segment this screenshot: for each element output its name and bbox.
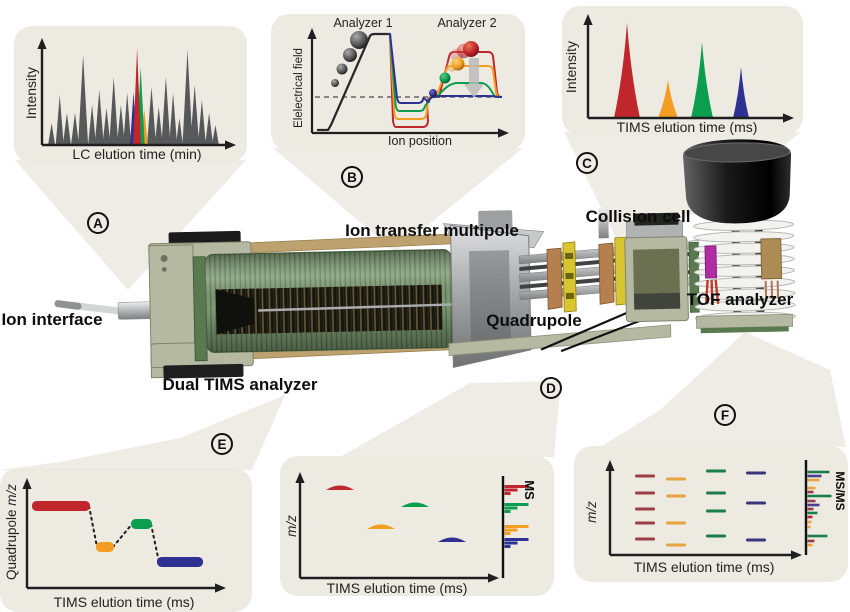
panel-d-chart	[295, 472, 529, 583]
callout-letter-e: E	[211, 433, 233, 455]
interface-bracket	[148, 230, 254, 379]
panel-b-ylabel: Elelectrical field	[293, 48, 305, 128]
label-collision-cell: Collision cell	[585, 207, 691, 226]
tof-base	[688, 210, 796, 334]
panel-b-chart	[307, 28, 509, 138]
wedge-e	[0, 395, 285, 470]
callout-letter-f: F	[714, 404, 736, 426]
label-tof-analyzer: TOF analyzer	[686, 290, 794, 309]
panel-f-msms-map: m/z TIMS elution time (ms) MS/MS	[574, 446, 848, 582]
wedge-f	[600, 332, 846, 447]
panel-e-chart	[22, 478, 226, 593]
callout-letter-c: C	[576, 152, 598, 174]
panel-d-xlabel: TIMS elution time (ms)	[326, 580, 468, 596]
panel-c-chart	[583, 14, 794, 123]
label-ion-interface: Ion interface	[1, 310, 103, 329]
panel-e-quad-program: Quadrupole m/z TIMS elution time (ms)	[0, 468, 252, 612]
panel-f-xlabel: TIMS elution time (ms)	[633, 559, 775, 575]
panel-e-xlabel: TIMS elution time (ms)	[53, 594, 195, 610]
dual-tims-cylinder	[204, 249, 454, 354]
label-dual-tims-analyzer: Dual TIMS analyzer	[162, 375, 318, 394]
wedge-a	[15, 160, 246, 290]
panel-a-chart	[37, 38, 236, 150]
panel-f-ylabel: m/z	[584, 501, 599, 523]
wedge-d	[340, 381, 561, 457]
panel-a-lc-chromatogram: Intensity LC elution time (min)	[14, 26, 247, 163]
label-ion-transfer-multipole: Ion transfer multipole	[345, 221, 519, 240]
panel-a-xlabel: LC elution time (min)	[72, 146, 202, 162]
panel-f-chart	[605, 460, 832, 560]
panel-b-analyzer1-label: Analyzer 1	[333, 16, 393, 30]
callout-letter-a: A	[87, 212, 109, 234]
panel-b-tims-scheme: Analyzer 1 Analyzer 2 Elelectrical field…	[271, 14, 525, 151]
panel-e-ylabel: Quadrupole m/z	[4, 483, 19, 581]
rod-collars	[546, 236, 629, 313]
panel-f-msms-label: MS/MS	[833, 471, 847, 511]
callout-letter-d: D	[540, 377, 562, 399]
panel-d-ylabel: m/z	[284, 515, 299, 537]
panel-c-xlabel: TIMS elution time (ms)	[616, 119, 758, 135]
callout-letter-b: B	[341, 166, 363, 188]
instrument-render	[54, 139, 796, 379]
label-quadrupole: Quadrupole	[486, 311, 582, 330]
panel-c-ylabel: Intensity	[563, 40, 579, 94]
panel-a-ylabel: Intensity	[23, 66, 39, 120]
panel-d-ms-label: MS	[522, 480, 537, 500]
panel-d-ms-map: m/z TIMS elution time (ms) MS	[280, 456, 554, 596]
panel-b-xlabel: Ion position	[388, 134, 452, 148]
panel-b-analyzer2-label: Analyzer 2	[437, 16, 497, 30]
panel-c-mobilogram: Intensity TIMS elution time (ms)	[562, 6, 803, 135]
